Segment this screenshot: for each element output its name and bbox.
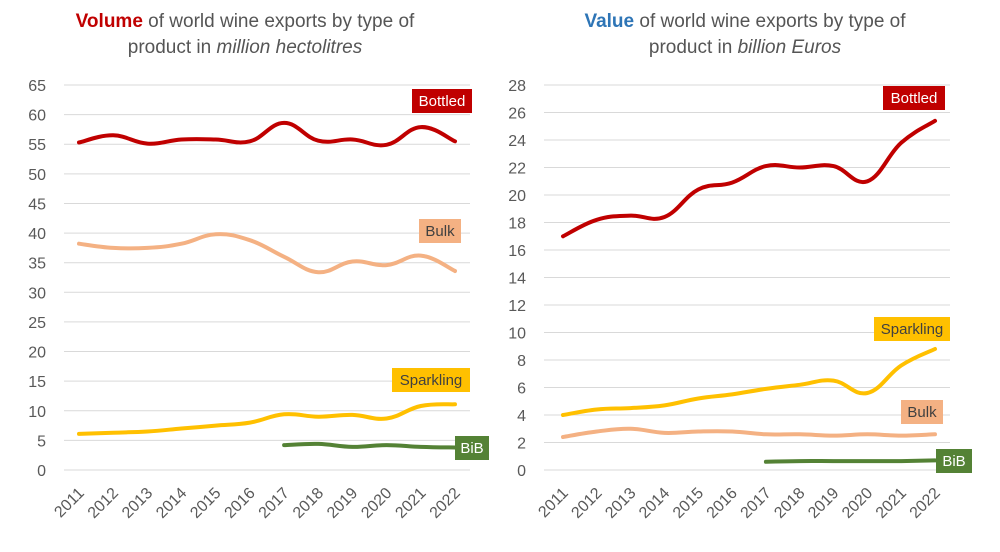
y-tick-label: 22 (508, 161, 526, 178)
y-tick-label: 18 (508, 216, 526, 233)
x-tick-label: 2012 (85, 485, 122, 522)
x-tick-label: 2020 (839, 485, 876, 522)
value-title-unit: billion Euros (737, 37, 842, 58)
series-line-bulk (561, 426, 937, 439)
y-tick-label: 0 (37, 463, 46, 480)
y-tick-label: 26 (508, 106, 526, 123)
series-label-box-bulk (901, 400, 943, 424)
y-tick-label: 55 (28, 137, 46, 154)
series-label-box-bib (455, 436, 489, 460)
series-line-bottled (561, 118, 937, 239)
series-line-sparkling (77, 402, 457, 436)
value-title-rest: of world wine exports by type of (634, 11, 906, 32)
x-tick-label: 2021 (392, 485, 429, 522)
series-label-box-bulk (419, 219, 461, 243)
series-line-bib (282, 441, 457, 450)
volume-chart-title: Volume of world wine exports by type of … (0, 9, 500, 61)
x-tick-label: 2011 (535, 485, 571, 521)
volume-chart-panel: Volume of world wine exports by type of … (0, 9, 500, 522)
x-tick-label: 2014 (636, 485, 673, 522)
x-tick-label: 2016 (704, 485, 741, 522)
x-tick-label: 2022 (427, 485, 464, 522)
y-tick-label: 4 (517, 408, 526, 425)
y-tick-label: 60 (28, 108, 46, 125)
x-tick-label: 2017 (738, 485, 775, 522)
y-tick-label: 40 (28, 226, 46, 243)
series-label-box-bib (936, 449, 972, 473)
y-tick-label: 65 (28, 78, 46, 95)
value-chart-panel: Value of world wine exports by type of p… (500, 0, 1000, 552)
y-tick-label: 24 (508, 133, 526, 150)
y-tick-label: 50 (28, 167, 46, 184)
y-tick-label: 28 (508, 78, 526, 95)
y-tick-label: 8 (517, 353, 526, 370)
series-line-bib (763, 458, 937, 464)
x-tick-label: 2013 (602, 485, 639, 522)
y-tick-label: 25 (28, 315, 46, 332)
volume-title-rest: of world wine exports by type of (142, 11, 415, 32)
series-label-bib: BiB (942, 453, 965, 470)
x-tick-label: 2013 (119, 485, 156, 522)
x-tick-label: 2019 (324, 485, 361, 522)
x-tick-label: 2021 (873, 485, 910, 522)
y-tick-label: 0 (517, 463, 526, 480)
volume-title-highlight: Volume (75, 11, 143, 32)
x-tick-label: 2018 (771, 485, 808, 522)
y-tick-label: 15 (28, 374, 46, 391)
x-tick-label: 2018 (290, 485, 327, 522)
y-tick-label: 6 (517, 381, 526, 398)
series-label-sparkling: Sparkling (881, 321, 944, 338)
x-tick-label: 2012 (568, 485, 605, 522)
value-title-highlight: Value (584, 11, 635, 32)
y-tick-label: 45 (28, 196, 46, 213)
x-tick-label: 2015 (670, 485, 707, 522)
y-tick-label: 20 (28, 345, 46, 362)
x-tick-label: 2022 (907, 485, 944, 522)
y-tick-label: 5 (37, 433, 46, 450)
series-line-bulk (77, 232, 457, 275)
volume-title-prefix: product in (127, 37, 217, 58)
series-label-bottled: Bottled (419, 93, 466, 110)
x-tick-label: 2017 (256, 485, 293, 522)
series-label-box-bottled (883, 86, 945, 110)
series-label-box-sparkling (392, 368, 470, 392)
x-tick-label: 2019 (805, 485, 842, 522)
series-label-sparkling: Sparkling (400, 372, 463, 389)
x-tick-label: 2014 (153, 485, 190, 522)
y-tick-label: 10 (28, 404, 46, 421)
value-title-prefix: product in (648, 37, 738, 58)
y-tick-label: 35 (28, 256, 46, 273)
y-tick-label: 20 (508, 188, 526, 205)
value-line-chart: 0246810121416182022242628201120122013201… (508, 78, 972, 522)
series-line-bottled (77, 120, 457, 148)
series-label-bulk: Bulk (425, 223, 455, 240)
series-label-bulk: Bulk (907, 404, 937, 421)
series-label-bottled: Bottled (891, 90, 938, 107)
x-tick-label: 2011 (51, 485, 87, 521)
y-tick-label: 14 (508, 271, 526, 288)
volume-line-chart: 0510152025303540455055606520112012201320… (28, 78, 489, 522)
x-tick-label: 2020 (358, 485, 395, 522)
y-tick-label: 16 (508, 243, 526, 260)
series-line-sparkling (561, 347, 937, 417)
y-tick-label: 30 (28, 285, 46, 302)
volume-title-unit: million hectolitres (216, 37, 363, 58)
y-tick-label: 12 (508, 298, 526, 315)
x-tick-label: 2016 (222, 485, 259, 522)
series-label-bib: BiB (460, 440, 483, 457)
value-chart-title: Value of world wine exports by type of p… (490, 9, 1000, 61)
x-tick-label: 2015 (187, 485, 224, 522)
series-label-box-sparkling (874, 317, 950, 341)
y-tick-label: 2 (517, 436, 526, 453)
series-label-box-bottled (412, 89, 472, 113)
y-tick-label: 10 (508, 326, 526, 343)
